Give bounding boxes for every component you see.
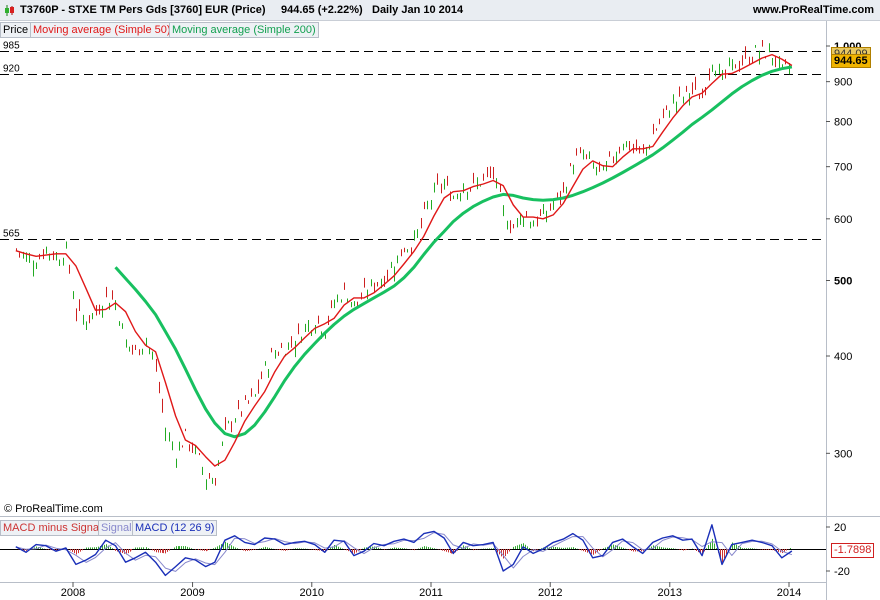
last-price-badge: 944.65 — [831, 54, 871, 68]
legend-ma50[interactable]: Moving average (Simple 50) — [30, 22, 174, 38]
price-tick-label-500: 500 — [834, 276, 852, 288]
copyright-text: © ProRealTime.com — [4, 503, 103, 515]
price-tick-label-800: 800 — [834, 116, 852, 128]
time-tick-label-2009: 2009 — [180, 587, 204, 599]
last-price-change: 944.65 (+2.22%) — [281, 4, 363, 16]
time-tick-label-2013: 2013 — [658, 587, 682, 599]
ma50-line — [15, 53, 793, 467]
reference-label-565: 565 — [3, 229, 20, 240]
legend-macd[interactable]: MACD (12 26 9) — [132, 520, 218, 536]
legend-macd-hist[interactable]: MACD minus Signal — [0, 520, 105, 536]
time-tick-label-2008: 2008 — [61, 587, 85, 599]
price-tick-label-900: 900 — [834, 77, 852, 89]
site-link[interactable]: www.ProRealTime.com — [752, 4, 874, 16]
price-tick-label-700: 700 — [834, 162, 852, 174]
candlestick-logo-icon — [5, 5, 14, 16]
time-tick-label-2010: 2010 — [300, 587, 324, 599]
time-tick-label-2011: 2011 — [419, 587, 443, 599]
price-tick-label-600: 600 — [834, 214, 852, 226]
macd-line — [15, 524, 793, 577]
title-bar: T3760P - STXE TM Pers Gds [3760] EUR (Pr… — [0, 0, 880, 21]
legend-signal[interactable]: Signal — [98, 520, 135, 536]
reference-label-985: 985 — [3, 41, 20, 52]
time-tick-label-2014: 2014 — [777, 587, 801, 599]
ma200-line — [114, 65, 793, 439]
macd-tick-label-20: 20 — [834, 522, 846, 534]
reference-label-920: 920 — [3, 64, 20, 75]
signal-line — [15, 532, 793, 572]
legend-price[interactable]: Price — [0, 22, 32, 38]
legend-ma200[interactable]: Moving average (Simple 200) — [169, 22, 319, 38]
chart-background — [0, 20, 880, 600]
macd-value-badge: -1.7898 — [831, 543, 875, 558]
price-tick-label-400: 400 — [834, 351, 852, 363]
macd-tick-label--20: -20 — [834, 566, 850, 578]
time-tick-label-2012: 2012 — [538, 587, 562, 599]
chart-title: T3760P - STXE TM Pers Gds [3760] EUR (Pr… — [20, 4, 266, 16]
period-date: Daily Jan 10 2014 — [372, 4, 464, 16]
price-tick-label-300: 300 — [834, 448, 852, 460]
